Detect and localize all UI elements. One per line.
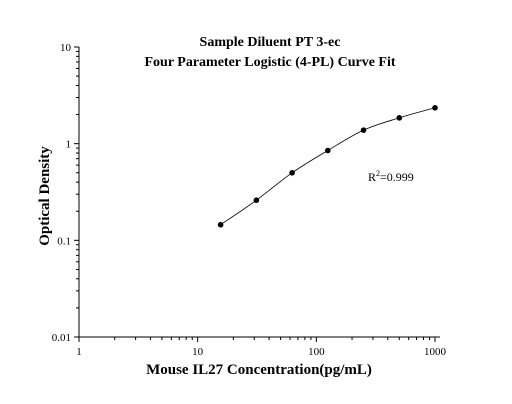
data-point [289, 169, 295, 176]
data-point [360, 127, 367, 133]
axes [78, 47, 440, 338]
data-point [396, 115, 403, 121]
fit-curve [220, 107, 436, 226]
x-tick-label: 1000 [424, 346, 447, 358]
data-points-layer [217, 104, 438, 228]
data-point [217, 221, 224, 228]
fit-curve-layer [220, 107, 436, 226]
y-tick-label: 0.1 [57, 235, 71, 247]
data-point [432, 104, 438, 111]
x-axis-label: Mouse IL27 Concentration(pg/mL) [146, 362, 372, 378]
x-tick-label: 1 [76, 346, 82, 358]
data-point [325, 147, 331, 154]
y-tick-label: 10 [60, 42, 72, 54]
r-squared-prefix: R [368, 170, 376, 184]
y-tick-label: 0.01 [52, 332, 71, 344]
tick-group: 1 10 100 1000 0.01 0.1 1 10 [52, 42, 447, 358]
chart-title: Sample Diluent PT 3-ec [200, 35, 341, 50]
y-axis-label: Optical Density [37, 146, 53, 246]
r-squared-annotation: R2=0.999 [368, 169, 414, 184]
r-squared-superscript: 2 [376, 169, 380, 178]
y-tick-label: 1 [66, 139, 72, 151]
data-point [253, 197, 260, 204]
x-tick-label: 10 [192, 346, 204, 358]
chart-subtitle: Four Parameter Logistic (4-PL) Curve Fit [144, 55, 395, 70]
x-tick-label: 100 [308, 346, 325, 358]
r-squared-value: =0.999 [380, 170, 414, 184]
